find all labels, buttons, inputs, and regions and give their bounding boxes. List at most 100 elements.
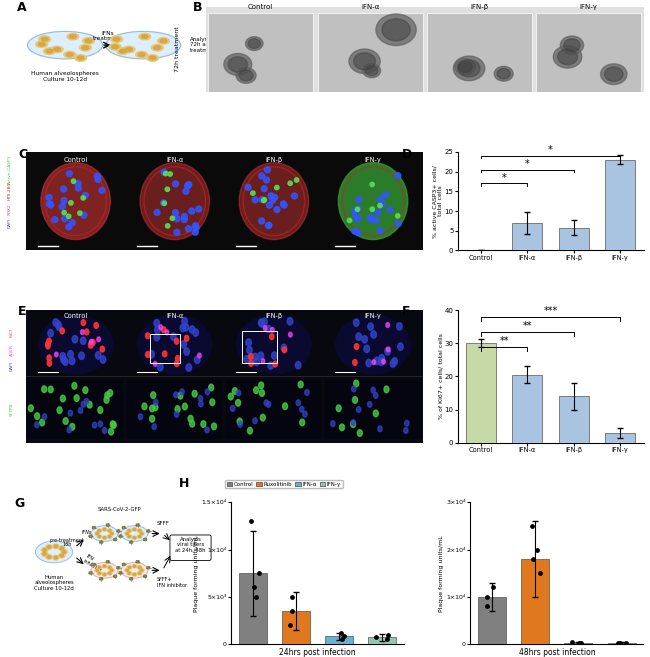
Circle shape: [102, 573, 107, 576]
Circle shape: [130, 578, 133, 580]
Bar: [512, 223, 543, 250]
Point: [371, 632, 382, 643]
Circle shape: [140, 570, 143, 571]
Circle shape: [380, 201, 385, 207]
Circle shape: [356, 407, 361, 413]
Circle shape: [77, 211, 82, 215]
Circle shape: [162, 351, 167, 357]
Circle shape: [40, 419, 45, 426]
Circle shape: [61, 198, 67, 204]
Circle shape: [70, 35, 76, 39]
Circle shape: [174, 215, 180, 221]
Circle shape: [68, 410, 73, 416]
Circle shape: [196, 206, 202, 212]
Bar: [512, 374, 543, 443]
Circle shape: [102, 528, 107, 531]
Circle shape: [110, 569, 114, 572]
Circle shape: [81, 337, 86, 344]
Circle shape: [161, 170, 167, 175]
Ellipse shape: [36, 541, 73, 563]
Circle shape: [142, 403, 147, 410]
Circle shape: [107, 560, 109, 563]
Circle shape: [126, 533, 128, 535]
Circle shape: [63, 418, 68, 424]
Circle shape: [60, 395, 66, 402]
Y-axis label: % active CASP3+ cells/
total cells: % active CASP3+ cells/ total cells: [432, 165, 443, 238]
Circle shape: [386, 323, 389, 327]
Circle shape: [274, 206, 280, 212]
Bar: [478, 597, 506, 644]
Circle shape: [370, 207, 374, 212]
Circle shape: [564, 39, 580, 52]
Ellipse shape: [239, 163, 309, 240]
Point: [532, 545, 543, 555]
Circle shape: [180, 325, 186, 332]
Circle shape: [494, 66, 513, 81]
Circle shape: [114, 575, 116, 578]
Circle shape: [261, 318, 267, 326]
Circle shape: [46, 194, 52, 200]
Circle shape: [396, 214, 400, 218]
Circle shape: [147, 566, 150, 569]
Circle shape: [98, 530, 101, 532]
Circle shape: [349, 49, 380, 74]
Circle shape: [170, 333, 176, 340]
Text: IFN-α: IFN-α: [166, 157, 183, 163]
Circle shape: [102, 564, 107, 568]
Text: C: C: [18, 148, 27, 161]
Circle shape: [89, 535, 92, 537]
Circle shape: [246, 339, 252, 346]
Circle shape: [128, 535, 131, 537]
Circle shape: [182, 317, 187, 325]
Point: [287, 606, 297, 616]
Circle shape: [127, 566, 131, 569]
Bar: [208, 13, 313, 92]
Circle shape: [81, 320, 86, 326]
Bar: [558, 227, 589, 250]
FancyBboxPatch shape: [170, 535, 211, 560]
Circle shape: [72, 382, 77, 389]
Circle shape: [245, 185, 251, 191]
Text: Ki67: Ki67: [10, 328, 14, 337]
Circle shape: [192, 390, 197, 397]
Circle shape: [186, 364, 192, 371]
Circle shape: [266, 222, 272, 228]
Circle shape: [354, 344, 359, 350]
Circle shape: [83, 387, 88, 394]
Circle shape: [68, 351, 73, 358]
Circle shape: [224, 53, 252, 76]
Circle shape: [153, 361, 157, 366]
Text: Control: Control: [248, 4, 273, 10]
Circle shape: [353, 359, 357, 365]
Circle shape: [70, 357, 75, 365]
Circle shape: [287, 317, 292, 325]
Circle shape: [289, 332, 292, 337]
Circle shape: [46, 545, 52, 549]
Circle shape: [74, 395, 79, 401]
Circle shape: [59, 204, 65, 210]
Circle shape: [374, 392, 378, 398]
Circle shape: [79, 45, 91, 51]
Circle shape: [95, 569, 99, 572]
Circle shape: [157, 363, 163, 371]
Text: Analysis
72h after
treatment: Analysis 72h after treatment: [190, 37, 218, 53]
Circle shape: [172, 210, 179, 215]
Text: Active-CASP3: Active-CASP3: [8, 155, 12, 185]
Circle shape: [249, 361, 254, 366]
Circle shape: [263, 177, 270, 183]
Circle shape: [259, 196, 265, 202]
Circle shape: [194, 356, 200, 363]
Circle shape: [352, 397, 358, 403]
Circle shape: [141, 35, 148, 39]
Circle shape: [355, 216, 361, 222]
Circle shape: [125, 532, 129, 535]
Circle shape: [265, 223, 272, 229]
Ellipse shape: [121, 562, 148, 578]
Circle shape: [34, 422, 39, 428]
Circle shape: [272, 194, 278, 200]
Circle shape: [36, 41, 47, 47]
Circle shape: [60, 353, 66, 360]
Circle shape: [175, 406, 180, 413]
Circle shape: [92, 422, 97, 428]
Point: [528, 554, 538, 564]
